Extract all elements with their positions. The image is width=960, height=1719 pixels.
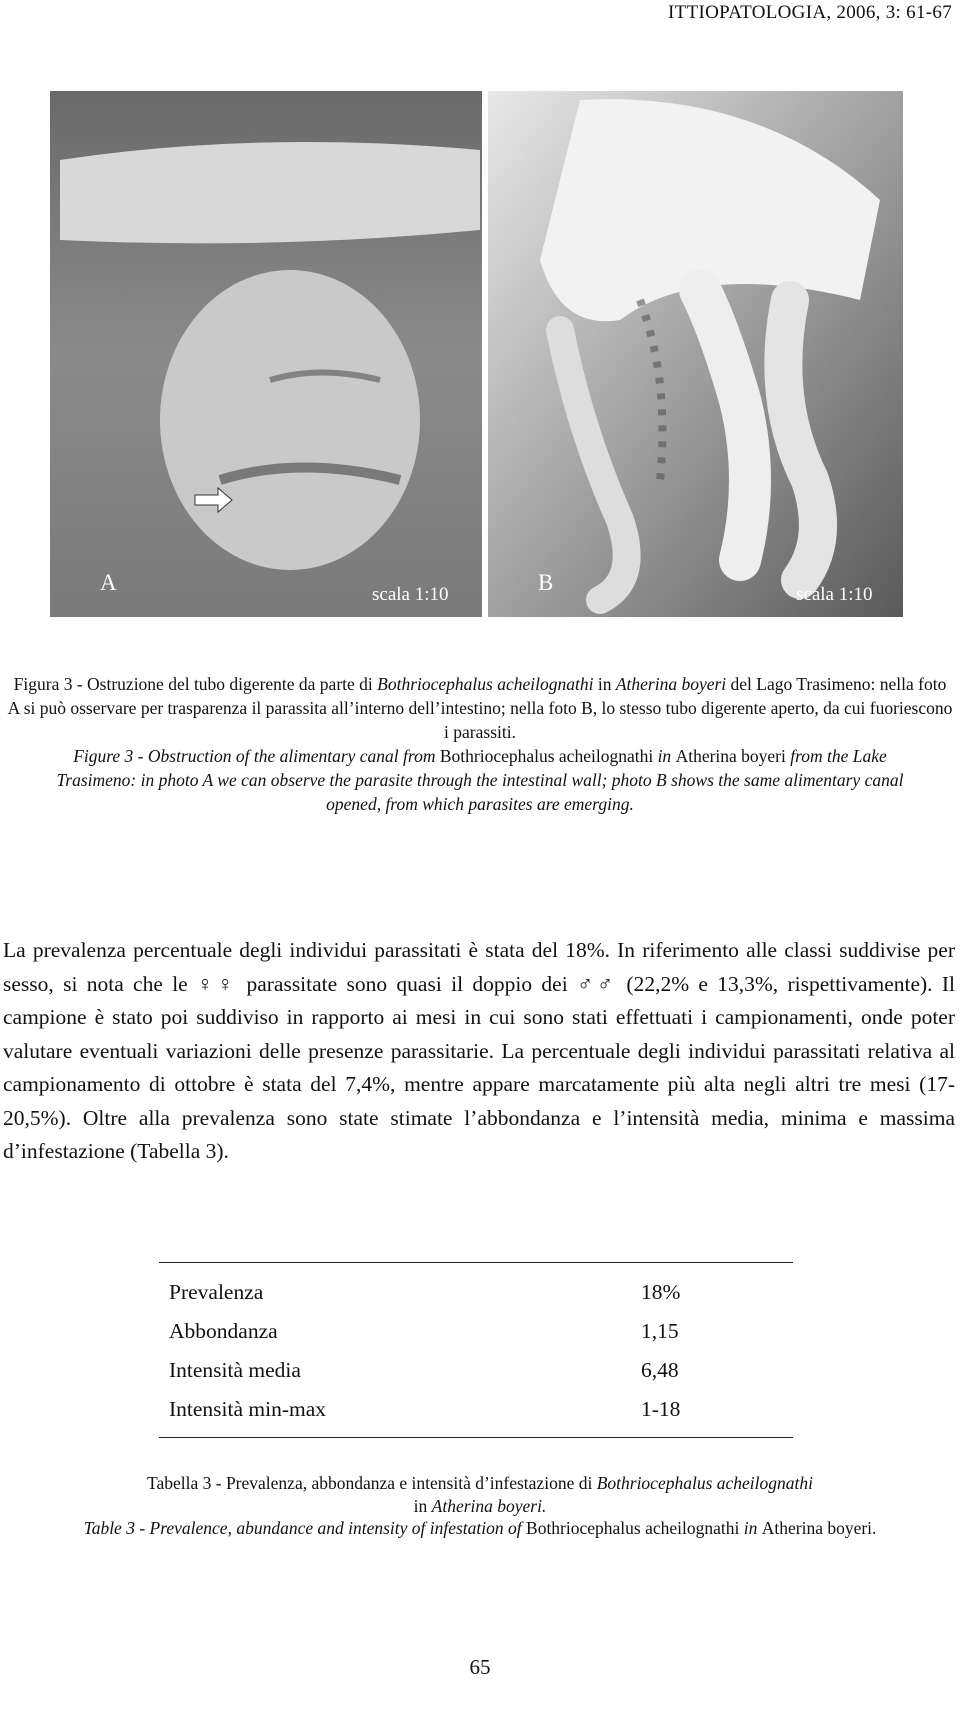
cell: 18% <box>641 1280 681 1304</box>
cell: 6,48 <box>641 1358 679 1382</box>
text: del Lago Trasimeno: nella foto A si può … <box>7 674 953 742</box>
species: Bothriocephalus acheilognathi <box>596 1473 813 1493</box>
text: in <box>413 1495 432 1516</box>
text: Table 3 - Prevalence, abundance and inte… <box>83 1518 527 1538</box>
text: Figure 3 - Obstruction of the alimentary… <box>73 746 440 766</box>
paragraph: La prevalenza percentuale degli individu… <box>3 938 955 1163</box>
species: Bothriocephalus acheilognathi <box>439 746 654 766</box>
species: Atherina boyeri <box>675 746 786 766</box>
text: Tabella 3 - Prevalenza, abbondanza e int… <box>147 1473 597 1493</box>
text: in <box>653 746 676 766</box>
scale-label: scala 1:10 <box>372 584 449 605</box>
table-caption-en: Table 3 - Prevalence, abundance and inte… <box>0 1517 960 1540</box>
cell: Intensità media <box>169 1358 301 1382</box>
cell: Intensità min-max <box>169 1397 327 1421</box>
text: from the Lake Trasimeno: in photo A we c… <box>56 746 904 814</box>
photo-a: A scala 1:10 <box>50 91 482 617</box>
species: Bothriocephalus acheilognathi <box>526 1518 740 1538</box>
species: Atherina boyeri. <box>761 1518 877 1538</box>
page-number: 65 <box>469 1655 491 1679</box>
panel-label: B <box>538 570 553 595</box>
text: Figura 3 - Ostruzione del tubo digerente… <box>13 674 378 694</box>
cell: Abbondanza <box>169 1319 278 1343</box>
text: in <box>593 674 616 694</box>
cell: Prevalenza <box>169 1280 264 1304</box>
photo-b: B scala 1:10 <box>488 91 903 617</box>
table: Prevalenza 18% Abbondanza 1,15 Intensità m… <box>159 1262 793 1438</box>
scale-label: scala 1:10 <box>796 584 873 605</box>
table-row: Prevalenza 18% <box>159 1273 793 1312</box>
figure: A scala 1:10 B scala 1:10 <box>50 91 903 617</box>
figure-caption-en: Figure 3 - Obstruction of the alimentary… <box>0 744 960 816</box>
cell: 1,15 <box>641 1319 679 1343</box>
table-caption-it: Tabella 3 - Prevalenza, abbondanza e int… <box>0 1472 960 1517</box>
panel-label: A <box>100 570 117 595</box>
species: Atherina boyeri. <box>431 1495 547 1516</box>
table-row: Intensità media 6,48 <box>159 1351 793 1390</box>
figure-caption-it: Figura 3 - Ostruzione del tubo digerente… <box>0 672 960 744</box>
table-caption: Tabella 3 - Prevalenza, abbondanza e int… <box>0 1472 960 1540</box>
species: Bothriocephalus acheilognathi <box>377 674 594 694</box>
species: Atherina boyeri <box>615 674 727 694</box>
table-row: Intensità min-max 1-18 <box>159 1390 793 1429</box>
cell: 1-18 <box>641 1397 681 1421</box>
running-title: ITTIOPATOLOGIA, 2006, 3: 61-67 <box>668 2 952 23</box>
table-row: Abbondanza 1,15 <box>159 1312 793 1351</box>
text: in <box>739 1518 762 1538</box>
